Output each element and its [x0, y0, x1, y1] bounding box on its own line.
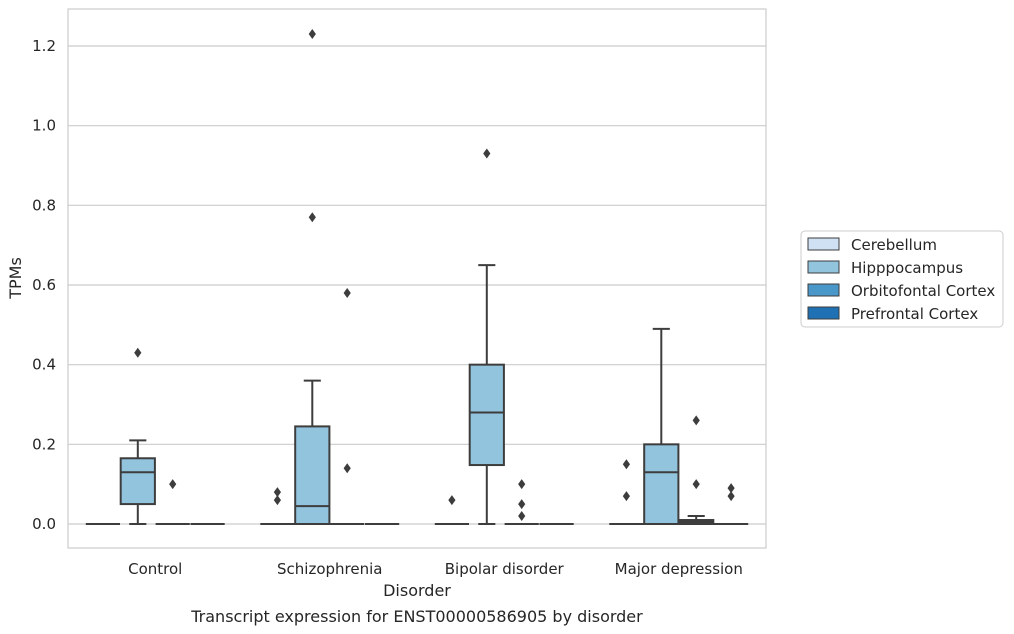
y-tick-label: 0.0 — [32, 515, 56, 533]
box-body — [294, 425, 331, 525]
legend-swatch-prefrontal-cortex — [807, 306, 840, 320]
y-axis-label: TPMs — [6, 257, 25, 300]
legend-swatch-cerebellum — [807, 237, 840, 251]
y-tick-label: 0.6 — [32, 276, 56, 294]
series-cerebellum — [85, 459, 644, 525]
y-tick-label: 1.0 — [32, 117, 56, 135]
legend-label-hipppocampus: Hipppocampus — [851, 259, 963, 277]
outlier-point — [308, 29, 316, 40]
box-schizophrenia — [294, 29, 331, 525]
box-schizophrenia — [330, 287, 365, 525]
legend-label-orbitofontal-cortex: Orbitofontal Cortex — [851, 282, 995, 300]
x-tick-label: Schizophrenia — [277, 560, 382, 578]
outlier-point — [169, 479, 177, 490]
box-major-depression — [643, 327, 680, 526]
outlier-point — [308, 212, 316, 223]
y-axis-ticks: 0.0 0.2 0.4 0.6 0.8 1.0 1.2 — [32, 37, 56, 533]
box-schizophrenia — [260, 487, 295, 525]
outlier-point — [483, 148, 491, 159]
outlier-point — [448, 495, 456, 506]
outlier-point — [518, 511, 526, 522]
outlier-point — [727, 491, 735, 502]
outlier-point — [343, 287, 351, 298]
legend-swatch-orbitofontal-cortex — [807, 283, 840, 297]
y-tick-label: 1.2 — [32, 37, 56, 55]
x-tick-label: Bipolar disorder — [445, 560, 565, 578]
outlier-point — [727, 483, 735, 494]
x-axis-ticks: Control Schizophrenia Bipolar disorder Majo… — [128, 560, 743, 578]
x-tick-label: Control — [128, 560, 182, 578]
box-body — [643, 443, 680, 526]
plot-area-frame — [67, 8, 767, 549]
box-control — [119, 347, 156, 525]
series-hipppocampus — [119, 29, 680, 526]
outlier-point — [518, 499, 526, 510]
x-tick-label: Major depression — [615, 560, 743, 578]
legend-label-cerebellum: Cerebellum — [851, 236, 937, 254]
gridlines — [68, 45, 766, 525]
y-tick-label: 0.4 — [32, 356, 56, 374]
box-bipolar-disorder — [504, 479, 539, 525]
outlier-point — [273, 495, 281, 506]
box-major-depression — [713, 483, 749, 525]
legend-label-prefrontal-cortex: Prefrontal Cortex — [851, 305, 978, 323]
box-bipolar-disorder — [468, 148, 505, 525]
outlier-point — [622, 491, 630, 502]
outlier-point — [518, 479, 526, 490]
outlier-point — [343, 463, 351, 474]
box-body — [119, 457, 156, 506]
legend-frame — [800, 230, 1004, 328]
y-tick-label: 0.2 — [32, 435, 56, 453]
box-control — [155, 479, 190, 525]
legend-swatch-hipppocampus — [807, 260, 840, 274]
outlier-point — [273, 487, 281, 498]
outlier-point — [692, 415, 700, 426]
outlier-point — [692, 479, 700, 490]
series-orbitofontal-cortex — [155, 287, 715, 525]
legend: Cerebellum Hipppocampus Orbitofontal Cor… — [800, 230, 1004, 328]
box-major-depression — [609, 459, 644, 525]
x-axis-label: Disorder — [383, 581, 451, 600]
outlier-point — [134, 347, 142, 358]
box-body — [468, 363, 505, 467]
box-major-depression — [678, 415, 715, 525]
box-bipolar-disorder — [434, 495, 470, 525]
series-prefrontal-cortex — [190, 483, 749, 525]
box-series — [85, 29, 749, 526]
chart-caption: Transcript expression for ENST0000058690… — [190, 607, 643, 626]
y-tick-label: 0.8 — [32, 196, 56, 214]
outlier-point — [622, 459, 630, 470]
